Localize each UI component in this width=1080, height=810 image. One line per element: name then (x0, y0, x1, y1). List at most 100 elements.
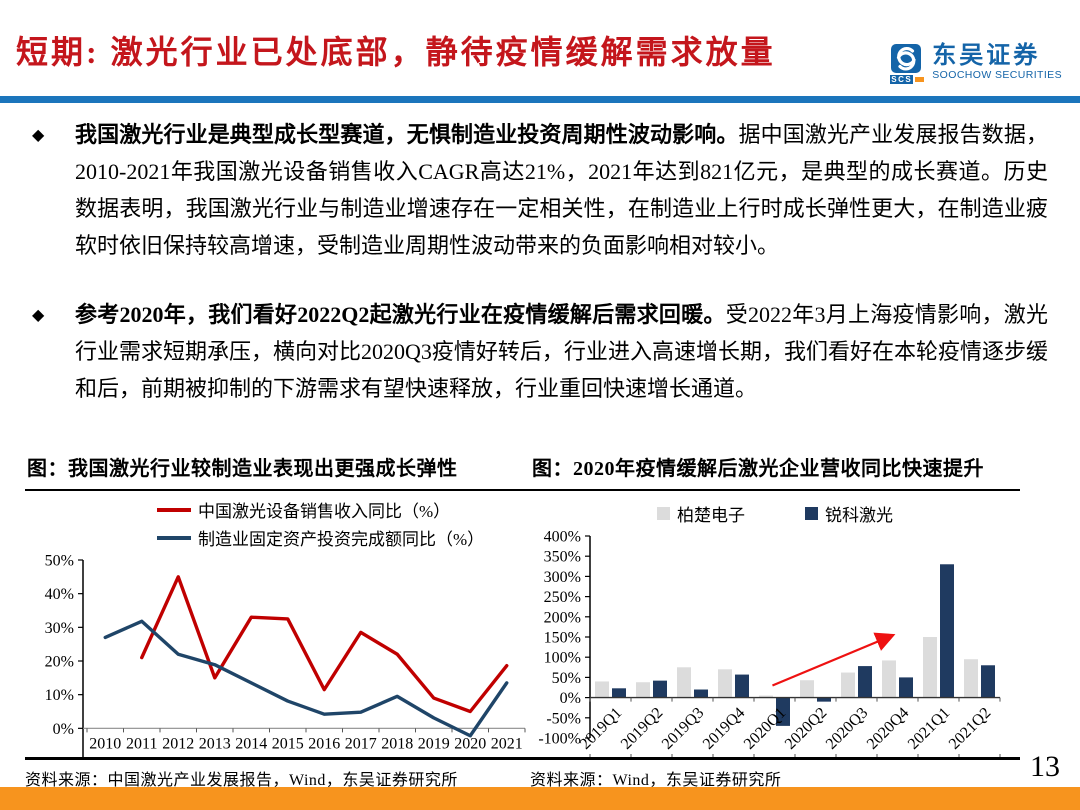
legend-item: 柏楚电子 (657, 501, 745, 526)
x-tick-label: 2016 (308, 735, 340, 752)
source-note: 资料来源：中国激光产业发展报告，Wind，东吴证券研究所 (25, 757, 530, 790)
bullet-lead: 参考2020年，我们看好2022Q2起激光行业在疫情缓解后需求回暖。 (75, 302, 726, 327)
bar (923, 637, 937, 698)
x-tick-label: 2019Q4 (700, 704, 748, 752)
y-tick-label: -10% (39, 755, 74, 758)
bullet-item: ◆ 我国激光行业是典型成长型赛道，无惧制造业投资周期性波动影响。据中国激光产业发展… (30, 116, 1048, 264)
x-tick-label: 2020Q4 (864, 704, 912, 752)
legend-label: 制造业固定资产投资完成额同比（%） (198, 530, 485, 549)
figures-row: 图：我国激光行业较制造业表现出更强成长弹性 中国激光设备销售收入同比（%） 制造业… (25, 448, 1020, 790)
y-tick-label: 40% (45, 586, 74, 603)
y-tick-label: 400% (544, 529, 581, 546)
legend-item: 制造业固定资产投资完成额同比（%） (157, 525, 530, 550)
diamond-bullet-icon: ◆ (32, 307, 45, 324)
bar-chart-legend: 柏楚电子 锐科激光 (657, 501, 893, 526)
y-tick-label: 300% (544, 569, 581, 586)
trend-arrow (772, 632, 896, 687)
x-tick-label: 2018 (381, 735, 413, 752)
x-tick-label: 2020Q1 (741, 704, 789, 752)
soochow-swirl-icon (891, 44, 922, 73)
soochow-abbr: SCS (890, 75, 914, 84)
figure-bar-chart: 图：2020年疫情缓解后激光企业营收同比快速提升 柏楚电子 锐科激光 -100% -… (530, 448, 1020, 790)
legend-label: 锐科激光 (825, 506, 893, 525)
bar (612, 688, 626, 698)
soochow-logo-text: 东吴证券 SOOCHOW SECURITIES (932, 43, 1062, 81)
x-tick-label: 2014 (235, 735, 267, 752)
y-tick-label: 250% (544, 589, 581, 606)
x-tick-label: 2019Q3 (659, 704, 707, 752)
bar (841, 672, 855, 698)
bar (595, 681, 609, 698)
footer-orange-bar (0, 787, 1080, 810)
bar (694, 689, 708, 698)
y-tick-label: 50% (45, 553, 74, 570)
y-tick-label: 350% (544, 549, 581, 566)
logo-orange-underline (915, 77, 925, 82)
x-tick-label: 2010 (89, 735, 121, 752)
x-tick-label: 2020 (454, 735, 486, 752)
bar (735, 674, 749, 698)
title-divider-bar (0, 96, 1080, 103)
bar-chart: -100% -50% 0% 50% 100% 150% 200% 250% 300% 350% 40… (538, 529, 1001, 757)
bar (776, 697, 790, 726)
x-tick-label: 2015 (272, 735, 304, 752)
line-series-0 (140, 575, 509, 714)
x-tick-label: 2019Q1 (577, 704, 625, 752)
y-tick-label: 30% (45, 620, 74, 637)
x-tick-label: 2021 (491, 735, 523, 752)
line-series-1 (103, 619, 509, 738)
figure-title: 图：我国激光行业较制造业表现出更强成长弹性 (25, 448, 530, 491)
x-tick-label: 2020Q3 (823, 704, 871, 752)
x-tick-label: 2019 (418, 735, 450, 752)
y-tick-label: 20% (45, 654, 74, 671)
x-tick-label: 2011 (126, 735, 157, 752)
bar (940, 564, 954, 698)
soochow-logo: SCS 东吴证券 SOOCHOW SECURITIES (890, 43, 1062, 84)
bar (899, 677, 913, 698)
legend-swatch (805, 507, 818, 520)
soochow-abbr-row: SCS (890, 75, 925, 84)
bar (817, 697, 831, 702)
header: 短期: 激光行业已处底部，静待疫情缓解需求放量 SCS 东吴证券 SOOCHOW… (16, 34, 1062, 84)
x-tick-label: 2012 (162, 735, 194, 752)
bar (858, 666, 872, 698)
bar (677, 667, 691, 698)
bar (636, 682, 650, 698)
x-tick-label: 2013 (199, 735, 231, 752)
bullet-body: 据中国激光产业发展报告数据，2010-2021年我国激光设备销售收入CAGR高达… (75, 122, 1048, 258)
x-tick-label: 2019Q2 (618, 704, 666, 752)
bar (964, 659, 978, 698)
bar (718, 669, 732, 698)
y-tick-label: -100% (538, 731, 581, 748)
diamond-bullet-icon: ◆ (32, 127, 45, 144)
bar (882, 660, 896, 698)
legend-item: 锐科激光 (805, 501, 893, 526)
soochow-logo-mark: SCS (890, 44, 925, 84)
bar (981, 665, 995, 698)
figure-line-chart: 图：我国激光行业较制造业表现出更强成长弹性 中国激光设备销售收入同比（%） 制造业… (25, 448, 530, 790)
legend-label: 中国激光设备销售收入同比（%） (198, 502, 451, 521)
bar (653, 680, 667, 698)
body-text: ◆ 我国激光行业是典型成长型赛道，无惧制造业投资周期性波动影响。据中国激光产业发展… (30, 116, 1048, 439)
x-tick-label: 2017 (345, 735, 377, 752)
legend-label: 柏楚电子 (677, 506, 745, 525)
y-tick-label: 150% (544, 630, 581, 647)
y-tick-label: 0% (560, 690, 581, 707)
line-chart: -10%0%10%20%30%40%50%2010201120122013201… (39, 553, 526, 758)
x-tick-label: 2021Q1 (905, 704, 953, 752)
y-tick-label: 10% (45, 687, 74, 704)
bullet-body: 受2022年3月上海疫情影响，激光行业需求短期承压，横向对比2020Q3疫情好转… (75, 302, 1048, 401)
legend-swatch (657, 507, 670, 520)
legend-swatch (157, 535, 191, 540)
page-number: 13 (1030, 750, 1060, 783)
bullet-lead: 我国激光行业是典型成长型赛道，无惧制造业投资周期性波动影响。 (75, 122, 739, 147)
y-tick-label: 50% (552, 670, 581, 687)
legend-item: 中国激光设备销售收入同比（%） (157, 497, 530, 522)
y-tick-label: 0% (53, 721, 74, 738)
bullet-item: ◆ 参考2020年，我们看好2022Q2起激光行业在疫情缓解后需求回暖。受2022… (30, 296, 1048, 407)
figure-title: 图：2020年疫情缓解后激光企业营收同比快速提升 (530, 448, 1020, 491)
x-tick-label: 2021Q2 (946, 704, 994, 752)
bar (800, 680, 814, 698)
source-note: 资料来源：Wind，东吴证券研究所 (530, 757, 1020, 790)
